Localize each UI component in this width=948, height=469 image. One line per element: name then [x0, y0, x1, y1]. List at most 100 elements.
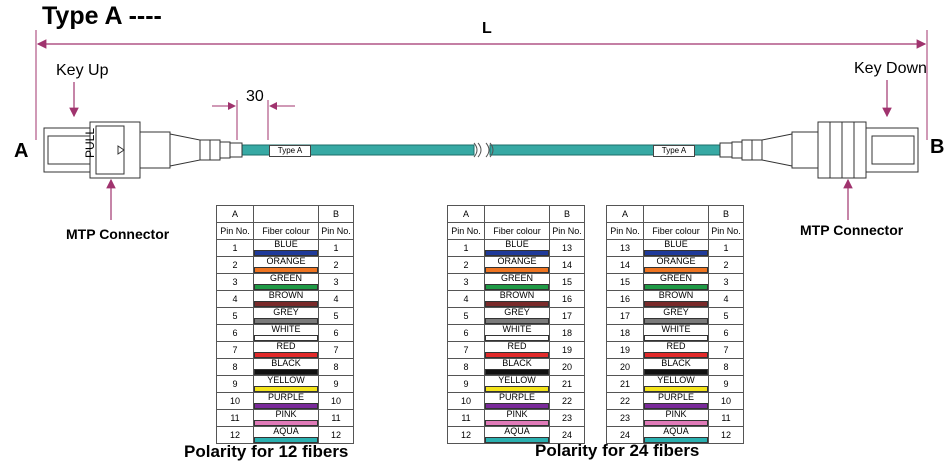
- fiber-colour-name: GREEN: [500, 273, 533, 283]
- table-row: 7 RED 19: [447, 341, 585, 359]
- fiber-colour-swatch: [644, 352, 708, 358]
- pin-a: 7: [216, 341, 254, 359]
- fiber-colour-swatch: [485, 386, 549, 392]
- fiber-colour-swatch: [485, 369, 549, 375]
- pin-b: 11: [318, 409, 354, 427]
- fiber-colour-cell: AQUA: [484, 426, 550, 444]
- fiber-colour-name: RED: [507, 341, 527, 351]
- fiber-colour-cell: AQUA: [643, 426, 709, 444]
- table-row: 3 GREEN 15: [447, 273, 585, 291]
- fiber-colour-swatch: [485, 403, 549, 409]
- header-pin-a: Pin No.: [216, 222, 254, 240]
- pin-a: 20: [606, 358, 644, 376]
- fiber-colour-cell: BLUE: [484, 239, 550, 257]
- fiber-colour-name: BLUE: [274, 239, 298, 249]
- pin-b: 12: [318, 426, 354, 444]
- pin-a: 3: [447, 273, 485, 291]
- fiber-colour-swatch: [254, 335, 318, 341]
- table-row: 10 PURPLE 22: [447, 392, 585, 410]
- pin-b: 8: [318, 358, 354, 376]
- pin-b: 4: [318, 290, 354, 308]
- cable-label-right: Type A: [653, 145, 695, 157]
- header-pin-a: Pin No.: [606, 222, 644, 240]
- fiber-colour-swatch: [485, 335, 549, 341]
- pin-a: 9: [216, 375, 254, 393]
- pin-a: 11: [447, 409, 485, 427]
- fiber-colour-swatch: [644, 335, 708, 341]
- pin-a: 6: [447, 324, 485, 342]
- pin-a: 4: [216, 290, 254, 308]
- header-a: A: [447, 205, 485, 223]
- pin-a: 6: [216, 324, 254, 342]
- pin-a: 2: [447, 256, 485, 274]
- fiber-colour-swatch: [485, 301, 549, 307]
- fiber-colour-cell: PINK: [643, 409, 709, 427]
- key-down-label: Key Down: [854, 60, 927, 77]
- fiber-colour-swatch: [254, 301, 318, 307]
- pin-b: 10: [708, 392, 744, 410]
- fiber-colour-swatch: [254, 437, 318, 443]
- fiber-colour-name: ORANGE: [656, 256, 696, 266]
- fiber-colour-cell: PURPLE: [643, 392, 709, 410]
- header-colour: Fiber colour: [484, 222, 550, 240]
- polarity-table-12: A B Pin No. Fiber colour Pin No. 1 BLUE 1 2 ORANG…: [216, 205, 354, 444]
- pin-b: 6: [708, 324, 744, 342]
- fiber-colour-name: PINK: [506, 409, 528, 419]
- pin-b: 21: [549, 375, 585, 393]
- pin-b: 20: [549, 358, 585, 376]
- table-row: 20 BLACK 8: [606, 358, 744, 376]
- fiber-colour-name: YELLOW: [498, 375, 536, 385]
- fiber-colour-cell: BLUE: [643, 239, 709, 257]
- header-a: A: [216, 205, 254, 223]
- pin-a: 23: [606, 409, 644, 427]
- pin-a: 13: [606, 239, 644, 257]
- fiber-colour-swatch: [644, 420, 708, 426]
- fiber-colour-name: ORANGE: [266, 256, 306, 266]
- fiber-colour-name: PINK: [275, 409, 297, 419]
- fiber-colour-name: GREY: [273, 307, 299, 317]
- table-row: 1 BLUE 13: [447, 239, 585, 257]
- pin-b: 17: [549, 307, 585, 325]
- pin-a: 14: [606, 256, 644, 274]
- cable: [241, 142, 721, 158]
- pin-a: 17: [606, 307, 644, 325]
- table-row: 16 BROWN 4: [606, 290, 744, 308]
- end-a-label: A: [14, 140, 29, 162]
- table-header-row: Pin No. Fiber colour Pin No.: [606, 222, 744, 240]
- table-row: 5 GREY 5: [216, 307, 354, 325]
- table-row: 5 GREY 17: [447, 307, 585, 325]
- table-row: 19 RED 7: [606, 341, 744, 359]
- fiber-colour-swatch: [254, 284, 318, 290]
- header-b: B: [708, 205, 744, 223]
- pin-a: 22: [606, 392, 644, 410]
- pin-b: 1: [318, 239, 354, 257]
- fiber-colour-name: BLUE: [664, 239, 688, 249]
- fiber-colour-cell: GREY: [643, 307, 709, 325]
- fiber-colour-name: YELLOW: [657, 375, 695, 385]
- pin-a: 12: [216, 426, 254, 444]
- fiber-colour-swatch: [254, 369, 318, 375]
- fiber-colour-cell: AQUA: [253, 426, 319, 444]
- cable-label-left: Type A: [269, 145, 311, 157]
- fiber-colour-name: BLACK: [661, 358, 691, 368]
- right-mtp-connector: [719, 121, 919, 179]
- fiber-colour-name: PURPLE: [657, 392, 694, 402]
- fiber-colour-cell: ORANGE: [643, 256, 709, 274]
- pin-b: 6: [318, 324, 354, 342]
- fiber-colour-swatch: [254, 386, 318, 392]
- header-pin-b: Pin No.: [708, 222, 744, 240]
- table-row: 1 BLUE 1: [216, 239, 354, 257]
- table-row: 9 YELLOW 21: [447, 375, 585, 393]
- table-row: 2 ORANGE 14: [447, 256, 585, 274]
- fiber-colour-swatch: [254, 420, 318, 426]
- pin-b: 22: [549, 392, 585, 410]
- fiber-colour-cell: RED: [643, 341, 709, 359]
- header-empty: [484, 205, 550, 223]
- fiber-colour-name: WHITE: [502, 324, 532, 334]
- fiber-colour-name: BROWN: [268, 290, 304, 300]
- fiber-colour-name: YELLOW: [267, 375, 305, 385]
- pin-a: 7: [447, 341, 485, 359]
- fiber-colour-name: WHITE: [661, 324, 691, 334]
